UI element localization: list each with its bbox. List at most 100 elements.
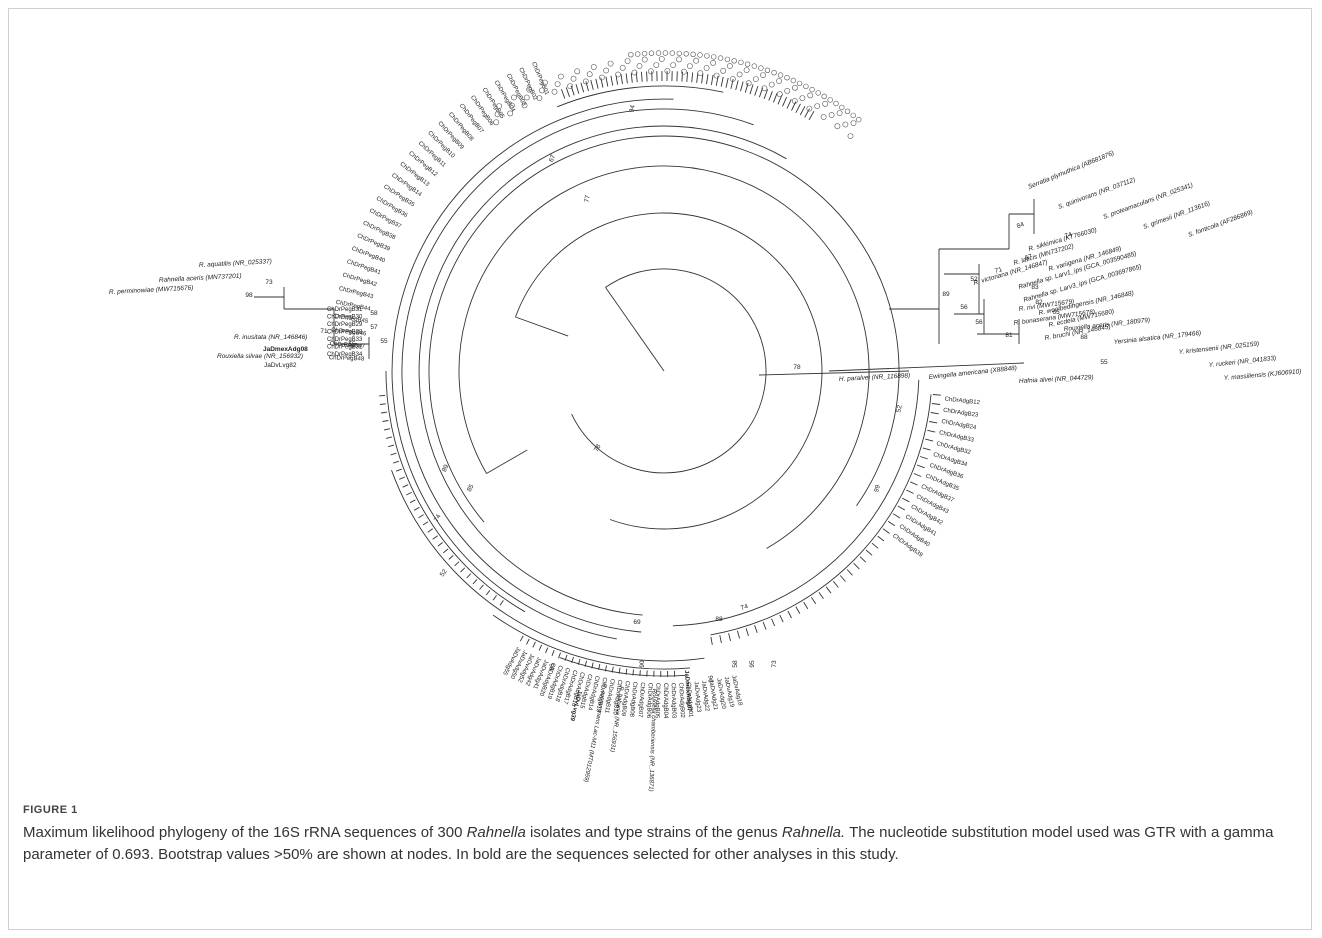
isolate-label: ChDrPegB29 <box>327 322 363 328</box>
leaf-branch <box>571 656 574 663</box>
leaf-tip-marker <box>784 88 791 94</box>
leaf-branch <box>565 87 570 97</box>
leaf-branch <box>736 630 741 639</box>
leaf-tip-marker <box>554 81 561 87</box>
isolate-label: JaDvAdg20 <box>715 678 726 710</box>
bootstrap-value: 71 <box>320 328 328 335</box>
leaf-branch <box>720 76 724 87</box>
tree-branch <box>486 449 528 474</box>
taxon-label: Serratia plymuthica (AB681876) <box>1027 150 1115 191</box>
leaf-tip-marker <box>836 110 843 116</box>
leaf-branch <box>545 647 549 654</box>
clade-arc <box>672 379 920 627</box>
leaf-branch <box>768 91 773 101</box>
leaf-tip-marker <box>599 74 605 81</box>
leaf-branch <box>865 549 873 556</box>
leaf-tip-marker <box>567 83 573 89</box>
isolate-label: ChDrPegB47 <box>329 341 365 350</box>
leaf-tip-marker <box>703 65 710 71</box>
leaf-tip-marker <box>551 88 558 95</box>
bootstrap-value: 55 <box>380 338 388 345</box>
leaf-tip-marker <box>615 71 621 78</box>
leaf-tip-marker <box>704 53 710 59</box>
leaf-tip-marker <box>676 50 682 57</box>
leaf-branch <box>598 664 601 670</box>
leaf-branch <box>611 666 614 673</box>
clade-arc <box>515 212 823 530</box>
leaf-branch <box>620 74 623 85</box>
leaf-tip-marker <box>855 116 862 123</box>
leaf-tip-marker <box>743 67 750 73</box>
leaf-branch <box>605 76 609 87</box>
leaf-branch <box>782 97 788 107</box>
isolate-label: ChDrAdgB02 <box>677 682 685 718</box>
leaf-branch <box>560 88 566 99</box>
leaf-branch <box>681 71 683 82</box>
leaf-branch <box>413 506 420 511</box>
taxon-label: JaDmexAdg07 <box>683 670 692 712</box>
leaf-branch <box>399 476 405 480</box>
bootstrap-value: 58 <box>370 310 378 317</box>
leaf-branch <box>409 499 416 504</box>
taxon-label: R. aquatilis (NR_025337) <box>199 258 272 269</box>
leaf-branch <box>932 394 941 396</box>
leaf-branch <box>728 633 731 642</box>
isolate-label: ChDrPegB46 <box>331 327 367 337</box>
isolate-label: ChDrPegB34 <box>327 352 363 358</box>
leaf-branch <box>379 403 386 405</box>
leaf-tip-marker <box>820 114 827 120</box>
leaf-tip-marker <box>796 80 803 87</box>
leaf-branch <box>595 78 599 89</box>
isolate-label: ChDrAdgB09 <box>620 680 630 716</box>
leaf-branch <box>385 436 393 439</box>
leaf-branch <box>749 84 754 95</box>
leaf-tip-marker <box>713 72 720 79</box>
clade-arc <box>418 125 787 616</box>
bootstrap-value: 84 <box>1016 221 1026 230</box>
bootstrap-value: 83 <box>1031 284 1039 291</box>
leaf-branch <box>591 662 594 669</box>
leaf-branch <box>418 514 424 519</box>
leaf-tip-marker <box>834 123 841 130</box>
leaf-tip-marker <box>784 74 790 81</box>
leaf-tip-marker <box>729 76 736 82</box>
figure-frame: Serratia plymuthica (AB681876) S. quinivo… <box>8 8 1312 930</box>
leaf-branch <box>646 71 648 82</box>
bootstrap-value: 94 <box>628 104 636 113</box>
taxon-label: Y. massiliensis (KJ606910) <box>1224 368 1302 382</box>
leaf-tip-marker <box>697 52 703 58</box>
leaf-branch <box>519 635 524 642</box>
root-branch <box>605 287 665 372</box>
isolate-label: ChDrPegB33 <box>327 337 363 343</box>
leaf-branch <box>735 80 739 91</box>
phylogenetic-tree-figure: Serratia plymuthica (AB681876) S. quinivo… <box>9 9 1322 801</box>
leaf-tip-marker <box>496 103 502 109</box>
leaf-branch <box>859 556 867 563</box>
leaf-branch <box>706 74 709 85</box>
leaf-branch <box>564 654 568 661</box>
leaf-tip-marker <box>758 65 764 71</box>
leaf-branch <box>388 444 395 448</box>
bootstrap-value: 89 <box>441 463 451 473</box>
leaf-tip-marker <box>508 102 515 109</box>
leaf-branch <box>715 75 719 86</box>
leaf-tip-marker <box>634 51 641 57</box>
clade-arc <box>428 135 900 523</box>
taxon-label: Ewingella americana (X88848) <box>928 365 1017 381</box>
leaf-branch <box>381 411 388 414</box>
bootstrap-value: 74 <box>1064 231 1074 240</box>
leaf-tip-marker <box>681 68 687 75</box>
leaf-branch <box>526 638 530 645</box>
leaf-branch <box>406 491 412 496</box>
leaf-branch <box>686 71 689 82</box>
leaf-branch <box>919 456 928 460</box>
isolate-label: ChDrAdgB11 <box>603 678 615 714</box>
leaf-tip-marker <box>771 69 777 76</box>
leaf-branch <box>499 600 504 606</box>
leaf-tip-marker <box>745 80 752 87</box>
leaf-branch <box>538 644 543 651</box>
leaf-branch <box>818 591 824 599</box>
bootstrap-value: 56 <box>975 319 983 326</box>
leaf-branch <box>532 641 536 648</box>
leaf-tip-marker <box>738 59 744 66</box>
